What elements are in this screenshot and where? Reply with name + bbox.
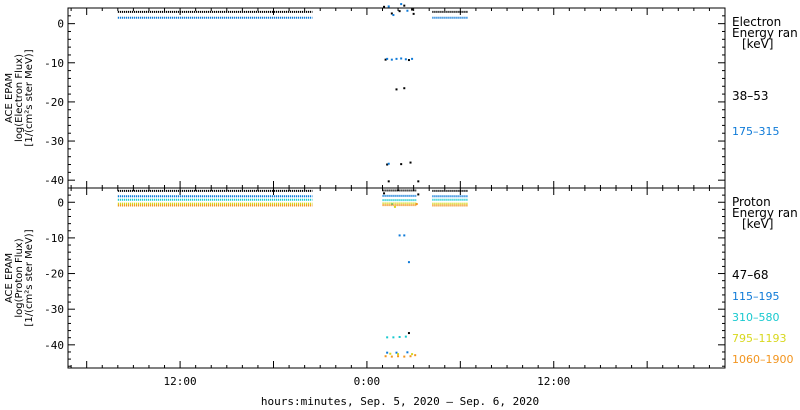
electron-data-point (400, 3, 403, 6)
electron-y-tick-label: -20 (44, 96, 64, 109)
electron-plot-frame (67, 7, 726, 189)
x-tick-label: 12:00 (164, 375, 197, 388)
proton-series-0 (117, 189, 469, 335)
electron-data-point (383, 5, 386, 8)
proton-series-1 (117, 194, 469, 354)
electron-data-point (404, 58, 407, 61)
proton-data-point (390, 355, 393, 358)
proton-legend-entry: 1060–1900 (732, 353, 794, 366)
proton-legend-title: Proton (732, 195, 771, 209)
proton-legend-title: [keV] (742, 217, 773, 231)
proton-data-point (395, 351, 398, 354)
proton-data-point (404, 335, 407, 338)
electron-data-point (395, 57, 398, 60)
electron-y-axis-label: ACE EPAM (4, 73, 15, 123)
electron-data-point (403, 4, 406, 7)
proton-data-point (398, 335, 401, 338)
electron-legend-entry: 175–315 (732, 125, 780, 138)
electron-data-point (390, 58, 393, 61)
proton-data-point (417, 193, 420, 196)
electron-data-point (406, 9, 409, 12)
proton-legend-entry: 310–580 (732, 311, 780, 324)
proton-data-point (397, 355, 400, 358)
proton-data-point (411, 353, 414, 356)
proton-data-point (392, 336, 395, 339)
electron-data-point (392, 14, 395, 17)
electron-y-axis-label: log(Electron Flux) (14, 54, 25, 142)
proton-data-point (403, 355, 406, 358)
proton-legend-entry: 47–68 (732, 268, 769, 282)
proton-y-axis-label: [1/(cm²s ster MeV)] (24, 229, 35, 326)
electron-y-tick-label: -30 (44, 135, 64, 148)
proton-series-3 (117, 202, 469, 356)
proton-data-point (406, 351, 409, 354)
electron-data-point (403, 87, 406, 90)
electron-data-point (387, 162, 390, 165)
electron-data-point (411, 57, 414, 60)
proton-data-point (403, 234, 406, 237)
x-tick-label: 12:00 (537, 375, 570, 388)
proton-legend-title: Energy ran (732, 206, 798, 220)
proton-legend-entry: 115–195 (732, 290, 780, 303)
electron-y-axis-label: [1/(cm²s ster MeV)] (24, 49, 35, 146)
electron-data-point (386, 163, 389, 166)
proton-data-point (409, 355, 412, 358)
electron-data-point (390, 12, 393, 15)
proton-data-point (415, 203, 418, 206)
proton-y-axis-label: log(Proton Flux) (14, 238, 25, 317)
electron-legend-title: [keV] (742, 37, 773, 51)
electron-data-point (387, 5, 390, 8)
proton-series-4 (117, 203, 469, 358)
electron-data-point (386, 57, 389, 60)
electron-legend-entry: 38–53 (732, 89, 769, 103)
proton-data-point (390, 203, 393, 206)
proton-data-point (386, 336, 389, 339)
proton-plot-frame (67, 187, 726, 369)
electron-y-tick-label: -40 (44, 174, 64, 187)
proton-legend-entry: 795–1193 (732, 332, 787, 345)
electron-series-1 (117, 3, 469, 165)
proton-y-tick-label: -20 (44, 268, 64, 281)
electron-y-tick-label: 0 (57, 18, 64, 31)
proton-series-2 (117, 198, 469, 339)
electron-legend-title: Electron (732, 15, 781, 29)
proton-panel: 0 -10 -20 -30 -40 ACE EPAM log(Proton Flux) [1/… (4, 187, 798, 369)
proton-y-axis-label: ACE EPAM (4, 253, 15, 303)
electron-series-0 (117, 4, 469, 183)
proton-data-point (389, 352, 392, 355)
electron-legend-title: Energy ran (732, 26, 798, 40)
proton-data-point (407, 332, 410, 335)
proton-data-point (398, 234, 401, 237)
electron-data-point (411, 8, 414, 11)
proton-data-point (384, 355, 387, 358)
electron-data-point (400, 57, 403, 60)
proton-data-point (386, 351, 389, 354)
proton-y-tick-label: 0 (57, 196, 64, 209)
time-axis: 12:00 0:00 12:00 (70, 8, 726, 388)
electron-y-tick-label: -10 (44, 57, 64, 70)
proton-data-point (397, 353, 400, 356)
electron-data-point (417, 180, 420, 183)
x-tick-label: 0:00 (354, 375, 381, 388)
proton-y-tick-label: -40 (44, 339, 64, 352)
electron-data-point (387, 180, 390, 183)
proton-data-point (383, 192, 386, 195)
electron-data-point (400, 163, 403, 166)
electron-data-point (398, 10, 401, 13)
proton-y-tick-label: -10 (44, 232, 64, 245)
electron-data-point (407, 59, 410, 62)
proton-data-point (414, 354, 417, 357)
electron-data-point (412, 12, 415, 15)
electron-data-point (409, 161, 412, 164)
electron-data-point (395, 88, 398, 91)
x-axis-label: hours:minutes, Sep. 5, 2020 – Sep. 6, 20… (261, 395, 539, 408)
electron-data-point (384, 58, 387, 61)
proton-data-point (393, 205, 396, 208)
proton-y-tick-label: -30 (44, 303, 64, 316)
proton-data-point (407, 261, 410, 264)
